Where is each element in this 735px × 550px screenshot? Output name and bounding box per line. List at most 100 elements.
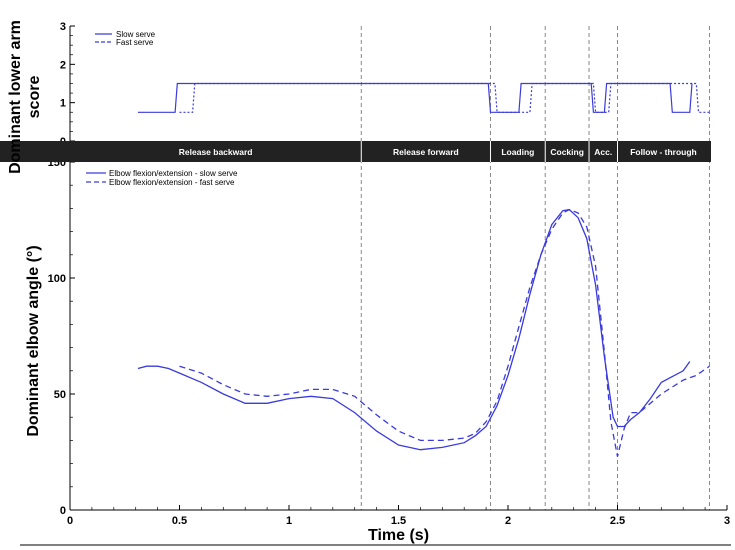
main-series-0-point <box>578 217 579 218</box>
main-series-0-point <box>529 294 530 295</box>
main-series-0-point <box>689 361 690 362</box>
top-legend-label-1: Fast serve <box>116 38 154 47</box>
main-series-0-point <box>420 449 421 450</box>
main-series-0-point <box>595 284 596 285</box>
main-series-1-point <box>179 366 180 367</box>
main-series-1-point <box>595 266 596 267</box>
phase-label-4: Acc. <box>594 147 612 157</box>
main-series-1-point <box>354 396 355 397</box>
x-tick-label-0: 0 <box>67 515 73 527</box>
main-series-1-point <box>529 287 530 288</box>
top-y-tick-label-2: 2 <box>60 59 66 71</box>
x-tick-label-4: 2 <box>505 515 511 527</box>
phase-label-5: Follow - through <box>630 147 697 157</box>
main-y-tick-label-0: 0 <box>60 505 66 517</box>
main-series-1-point <box>610 421 611 422</box>
main-series-1-point <box>398 431 399 432</box>
top-legend-label-0: Slow serve <box>116 30 156 39</box>
x-tick-label-3: 1.5 <box>391 515 406 527</box>
top-y-tick-label-3: 3 <box>60 21 66 33</box>
main-series-1-point <box>267 396 268 397</box>
main-series-1-point <box>569 209 570 210</box>
main-series-0-point <box>168 368 169 369</box>
main-series-1-point <box>486 421 487 422</box>
main-series-1-point <box>639 412 640 413</box>
main-series-0-point <box>376 431 377 432</box>
main-series-0-point <box>245 403 246 404</box>
main-series-0-point <box>551 224 552 225</box>
x-tick-label-1: 0.5 <box>172 515 187 527</box>
main-series-0-point <box>486 426 487 427</box>
main-series-1-point <box>604 352 605 353</box>
main-series-1-point <box>245 393 246 394</box>
x-axis-title: Time (s) <box>368 527 429 544</box>
main-series-0-point <box>179 373 180 374</box>
main-series-0-point <box>464 442 465 443</box>
main-series-0-point <box>683 370 684 371</box>
main-series-1-point <box>507 366 508 367</box>
main-series-1-point <box>376 414 377 415</box>
top-series-line-1 <box>179 82 710 113</box>
phase-band <box>0 141 711 162</box>
main-series-line-0 <box>137 208 691 451</box>
x-tick-label-2: 1 <box>286 515 292 527</box>
x-tick-label-5: 2.5 <box>610 515 625 527</box>
top-y-tick-label-1: 1 <box>60 98 66 110</box>
main-series-1-point <box>310 389 311 390</box>
main-series-0-point <box>661 382 662 383</box>
main-series-0-point <box>650 398 651 399</box>
top-y-axis-title-line-2: score <box>26 76 43 119</box>
main-series-0-point <box>586 238 587 239</box>
main-series-1-point <box>624 428 625 429</box>
main-series-0-point <box>157 366 158 367</box>
main-y-tick-label-1: 50 <box>54 389 66 401</box>
main-series-1-point <box>540 254 541 255</box>
main-series-0-point <box>497 405 498 406</box>
main-series-1-point <box>497 400 498 401</box>
main-series-0-point <box>201 382 202 383</box>
main-series-1-point <box>586 226 587 227</box>
main-series-0-point <box>562 210 563 211</box>
main-series-0-point <box>630 419 631 420</box>
main-series-1-point <box>420 440 421 441</box>
phase-label-3: Cocking <box>550 147 584 157</box>
main-series-1-point <box>332 389 333 390</box>
main-series-0-point <box>332 398 333 399</box>
main-series-0-point <box>398 444 399 445</box>
main-series-0-point <box>267 403 268 404</box>
main-series-1-point <box>201 373 202 374</box>
main-series-1-point <box>578 212 579 213</box>
main-series-1-point <box>683 380 684 381</box>
main-series-1-point <box>661 393 662 394</box>
main-legend-label-0: Elbow flexion/extension - slow serve <box>109 169 238 178</box>
main-series-0-point <box>442 447 443 448</box>
main-series-0-point <box>288 398 289 399</box>
top-y-axis-title: Dominant lower arm score <box>7 20 43 174</box>
main-series-1-point <box>223 384 224 385</box>
main-series-0-point <box>223 393 224 394</box>
main-series-0-point <box>310 396 311 397</box>
main-series-1-point <box>630 412 631 413</box>
main-series-1-point <box>551 229 552 230</box>
main-y-tick-label-2: 100 <box>48 273 66 285</box>
main-series-1-point <box>617 456 618 457</box>
main-series-0-point <box>146 366 147 367</box>
main-series-0-point <box>507 375 508 376</box>
main-series-0-point <box>613 417 614 418</box>
main-y-axis-title: Dominant elbow angle (°) <box>25 245 42 436</box>
x-tick-label-6: 3 <box>724 515 730 527</box>
main-series-1-point <box>518 326 519 327</box>
main-series-line-1 <box>179 208 710 457</box>
phase-label-2: Loading <box>501 147 534 157</box>
main-series-0-point <box>354 412 355 413</box>
phase-label-0: Release backward <box>179 147 253 157</box>
main-series-0-point <box>518 338 519 339</box>
main-series-0-point <box>617 426 618 427</box>
main-series-1-point <box>475 433 476 434</box>
main-series-1-point <box>696 375 697 376</box>
main-series-1-point <box>464 438 465 439</box>
top-y-axis-title-line-1: Dominant lower arm <box>7 20 24 174</box>
main-series-1-point <box>442 440 443 441</box>
